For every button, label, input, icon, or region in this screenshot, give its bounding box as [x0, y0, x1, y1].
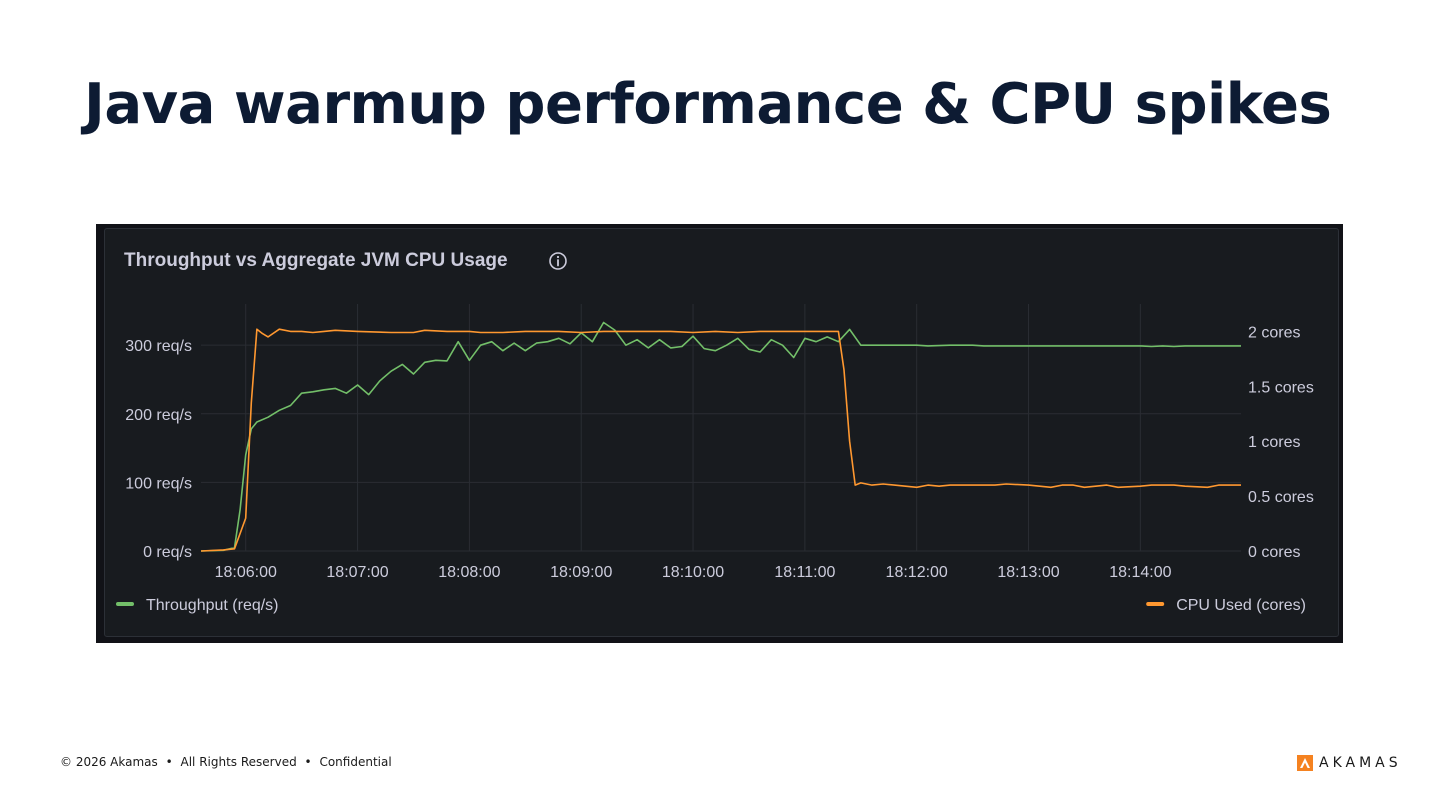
x-tick-label: 18:06:00	[215, 564, 277, 581]
y-right-tick-label: 2 cores	[1248, 324, 1300, 341]
legend-label-cpu: CPU Used (cores)	[1176, 597, 1306, 614]
footer: © 2026 Akamas • All Rights Reserved • Co…	[60, 755, 392, 769]
y-left-tick-label: 200 req/s	[125, 407, 192, 424]
x-tick-label: 18:10:00	[662, 564, 724, 581]
y-left-tick-label: 300 req/s	[125, 338, 192, 355]
y-right-tick-label: 1.5 cores	[1248, 379, 1314, 396]
legend-swatch-throughput	[116, 602, 134, 606]
footer-copyright: © 2026 Akamas	[60, 755, 158, 769]
legend-swatch-cpu	[1146, 602, 1165, 606]
throughput-cpu-chart: 0 req/s 100 req/s 200 req/s 300 req/s 0 core…	[116, 304, 1314, 614]
chart-panel-inner: Throughput vs Aggregate JVM CPU Usage	[104, 228, 1339, 637]
akamas-logo: AKAMAS	[1297, 754, 1402, 772]
x-tick-label: 18:13:00	[997, 564, 1059, 581]
legend-label-throughput: Throughput (req/s)	[146, 597, 279, 614]
y-right-tick-label: 0 cores	[1248, 544, 1300, 561]
y-right-tick-label: 1 cores	[1248, 434, 1300, 451]
x-tick-label: 18:08:00	[438, 564, 500, 581]
akamas-wordmark: AKAMAS	[1319, 755, 1402, 771]
y-left-tick-label: 100 req/s	[125, 475, 192, 492]
footer-separator: •	[165, 755, 173, 769]
slide-title: Java warmup performance & CPU spikes	[84, 72, 1332, 137]
x-tick-label: 18:09:00	[550, 564, 612, 581]
y-left-tick-label: 0 req/s	[143, 544, 192, 561]
panel-title: Throughput vs Aggregate JVM CPU Usage	[124, 250, 508, 271]
x-tick-label: 18:07:00	[326, 564, 388, 581]
akamas-logo-mark-icon	[1297, 755, 1313, 771]
cpu-series-line	[200, 328, 1241, 552]
x-tick-label: 18:14:00	[1109, 564, 1171, 581]
x-tick-label: 18:11:00	[774, 564, 835, 581]
throughput-series-line	[200, 321, 1241, 552]
x-tick-label: 18:12:00	[886, 564, 948, 581]
footer-separator: •	[304, 755, 312, 769]
y-right-tick-label: 0.5 cores	[1248, 489, 1314, 506]
info-icon[interactable]	[548, 251, 568, 271]
chart-panel: Throughput vs Aggregate JVM CPU Usage 0 …	[96, 224, 1343, 643]
footer-rights: All Rights Reserved	[180, 755, 297, 769]
footer-confidential: Confidential	[319, 755, 392, 769]
